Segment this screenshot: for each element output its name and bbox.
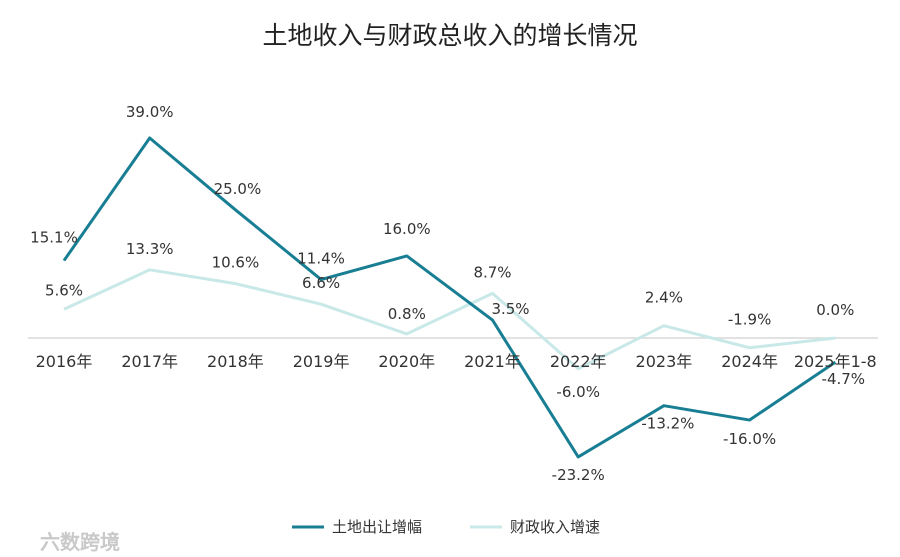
x-tick-label: 2023年 bbox=[636, 352, 693, 371]
x-tick-label: 2018年 bbox=[207, 352, 264, 371]
series-layer bbox=[62, 136, 837, 459]
chart-title: 土地收入与财政总收入的增长情况 bbox=[262, 21, 637, 50]
x-tick-label: 2021年 bbox=[464, 352, 521, 371]
data-label-fiscal: 2.4% bbox=[645, 289, 683, 307]
legend-label-land: 土地出让增幅 bbox=[332, 518, 422, 536]
x-tick-label: 2019年 bbox=[293, 352, 350, 371]
data-labels: 15.1% 39.0% 25.0% 11.4% 16.0% 3.5% -23.2% -13.2… bbox=[30, 103, 865, 484]
data-label-fiscal: 13.3% bbox=[126, 240, 174, 258]
data-label-land: -4.7% bbox=[822, 370, 866, 388]
data-label-land: 3.5% bbox=[491, 300, 529, 318]
legend: 土地出让增幅 财政收入增速 bbox=[292, 518, 600, 536]
data-label-land: 39.0% bbox=[126, 103, 174, 121]
data-label-land: -13.2% bbox=[641, 415, 694, 433]
x-tick-label: 2020年 bbox=[378, 352, 435, 371]
data-label-land: 15.1% bbox=[30, 229, 78, 247]
data-label-fiscal: 8.7% bbox=[473, 263, 511, 281]
data-label-land: -16.0% bbox=[723, 430, 776, 448]
data-label-fiscal: 0.8% bbox=[388, 305, 426, 323]
series-line-fiscal bbox=[63, 268, 836, 371]
legend-label-fiscal: 财政收入增速 bbox=[510, 518, 600, 536]
data-label-fiscal: 6.6% bbox=[302, 274, 340, 292]
x-tick-label: 2016年 bbox=[36, 352, 93, 371]
series-line-land bbox=[62, 136, 837, 459]
data-label-fiscal: 5.6% bbox=[45, 281, 83, 299]
data-label-land: 25.0% bbox=[214, 180, 262, 198]
data-label-fiscal: -6.0% bbox=[556, 383, 600, 401]
x-tick-label: 2022年 bbox=[550, 352, 607, 371]
data-label-fiscal: -1.9% bbox=[728, 311, 772, 329]
x-tick-label: 2017年 bbox=[121, 352, 178, 371]
data-label-fiscal: 10.6% bbox=[212, 254, 260, 272]
x-axis-ticks: 2016年 2017年 2018年 2019年 2020年 2021年 2022年 2023年… bbox=[36, 352, 877, 371]
watermark-logo: 六数跨境 bbox=[40, 530, 120, 554]
x-tick-label: 2024年 bbox=[721, 352, 778, 371]
data-label-land: 16.0% bbox=[383, 220, 431, 238]
data-label-land: 11.4% bbox=[297, 250, 345, 268]
data-label-fiscal: 0.0% bbox=[816, 301, 854, 319]
x-tick-label: 2025年1-8 bbox=[794, 352, 877, 371]
data-label-land: -23.2% bbox=[552, 466, 605, 484]
